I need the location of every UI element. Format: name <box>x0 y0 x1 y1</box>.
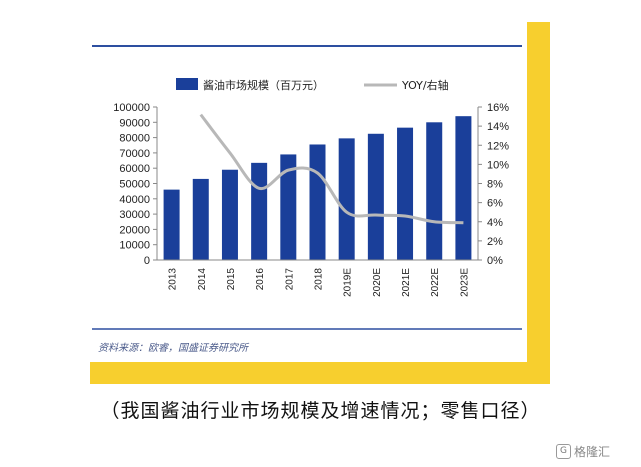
left-tick-label: 10000 <box>119 240 150 252</box>
x-tick-label: 2018 <box>314 268 325 291</box>
right-tick-label: 8% <box>487 179 503 191</box>
right-tick-label: 10% <box>487 159 509 171</box>
left-tick-label: 0 <box>144 255 150 267</box>
left-axis: 1000009000080000700006000050000400003000… <box>113 102 158 267</box>
bar <box>397 127 414 260</box>
left-tick-label: 40000 <box>119 194 150 206</box>
right-tick-label: 0% <box>487 255 503 267</box>
left-tick-label: 60000 <box>119 163 150 175</box>
watermark-text: 格隆汇 <box>574 445 611 459</box>
figure-caption: （我国酱油行业市场规模及增速情况；零售口径） <box>100 400 541 422</box>
left-tick-label: 50000 <box>119 179 150 191</box>
x-tick-label: 2019E <box>343 268 354 297</box>
x-tick-label: 2013 <box>168 268 179 291</box>
x-axis: 2013 2014 2015 2016 2017 2018 2019E 2020E 2021E 2… <box>157 259 478 297</box>
right-axis: 16% 14% 12% 10% 8% 6% 4% 2% 0% <box>477 102 509 267</box>
chart-panel <box>72 10 527 362</box>
source-note: 资料来源：欧睿，国盛证券研究所 <box>98 343 248 354</box>
yoy-line-series <box>199 113 464 225</box>
left-tick-label: 100000 <box>113 102 150 114</box>
x-tick-label: 2023E <box>459 268 470 297</box>
right-tick-label: 4% <box>487 217 503 229</box>
x-tick-label: 2016 <box>255 268 266 291</box>
bar <box>309 144 326 260</box>
x-tick-label: 2021E <box>401 268 412 297</box>
x-tick-label: 2022E <box>430 268 441 297</box>
legend-bar-label: 酱油市场规模（百万元） <box>203 78 324 92</box>
bar <box>426 122 443 260</box>
right-tick-label: 2% <box>487 236 503 248</box>
bar <box>280 154 297 260</box>
yoy-line <box>199 113 464 225</box>
right-tick-label: 12% <box>487 140 509 152</box>
bar <box>367 133 384 260</box>
bar <box>251 162 268 260</box>
legend-bar-swatch <box>176 78 198 90</box>
watermark: G 格隆汇 <box>556 443 610 460</box>
left-tick-label: 90000 <box>119 117 150 129</box>
bar <box>455 116 472 261</box>
right-tick-label: 14% <box>487 121 509 133</box>
x-tick-label: 2015 <box>226 268 237 291</box>
left-tick-label: 20000 <box>119 224 150 236</box>
watermark-logo-icon: G <box>556 444 571 459</box>
bar <box>163 189 180 260</box>
right-tick-label: 16% <box>487 102 509 114</box>
left-tick-label: 70000 <box>119 148 150 160</box>
left-tick-label: 30000 <box>119 209 150 221</box>
bar-series <box>163 116 472 261</box>
x-tick-label: 2017 <box>284 268 295 291</box>
left-tick-label: 80000 <box>119 133 150 145</box>
bar <box>338 138 355 260</box>
x-tick-label: 2020E <box>372 268 383 297</box>
legend-line-label: YOY/右轴 <box>401 78 449 92</box>
bar <box>221 169 238 260</box>
bar <box>192 178 209 260</box>
right-tick-label: 6% <box>487 198 503 210</box>
x-tick-label: 2014 <box>197 268 208 291</box>
legend: 酱油市场规模（百万元） YOY/右轴 <box>176 78 449 92</box>
